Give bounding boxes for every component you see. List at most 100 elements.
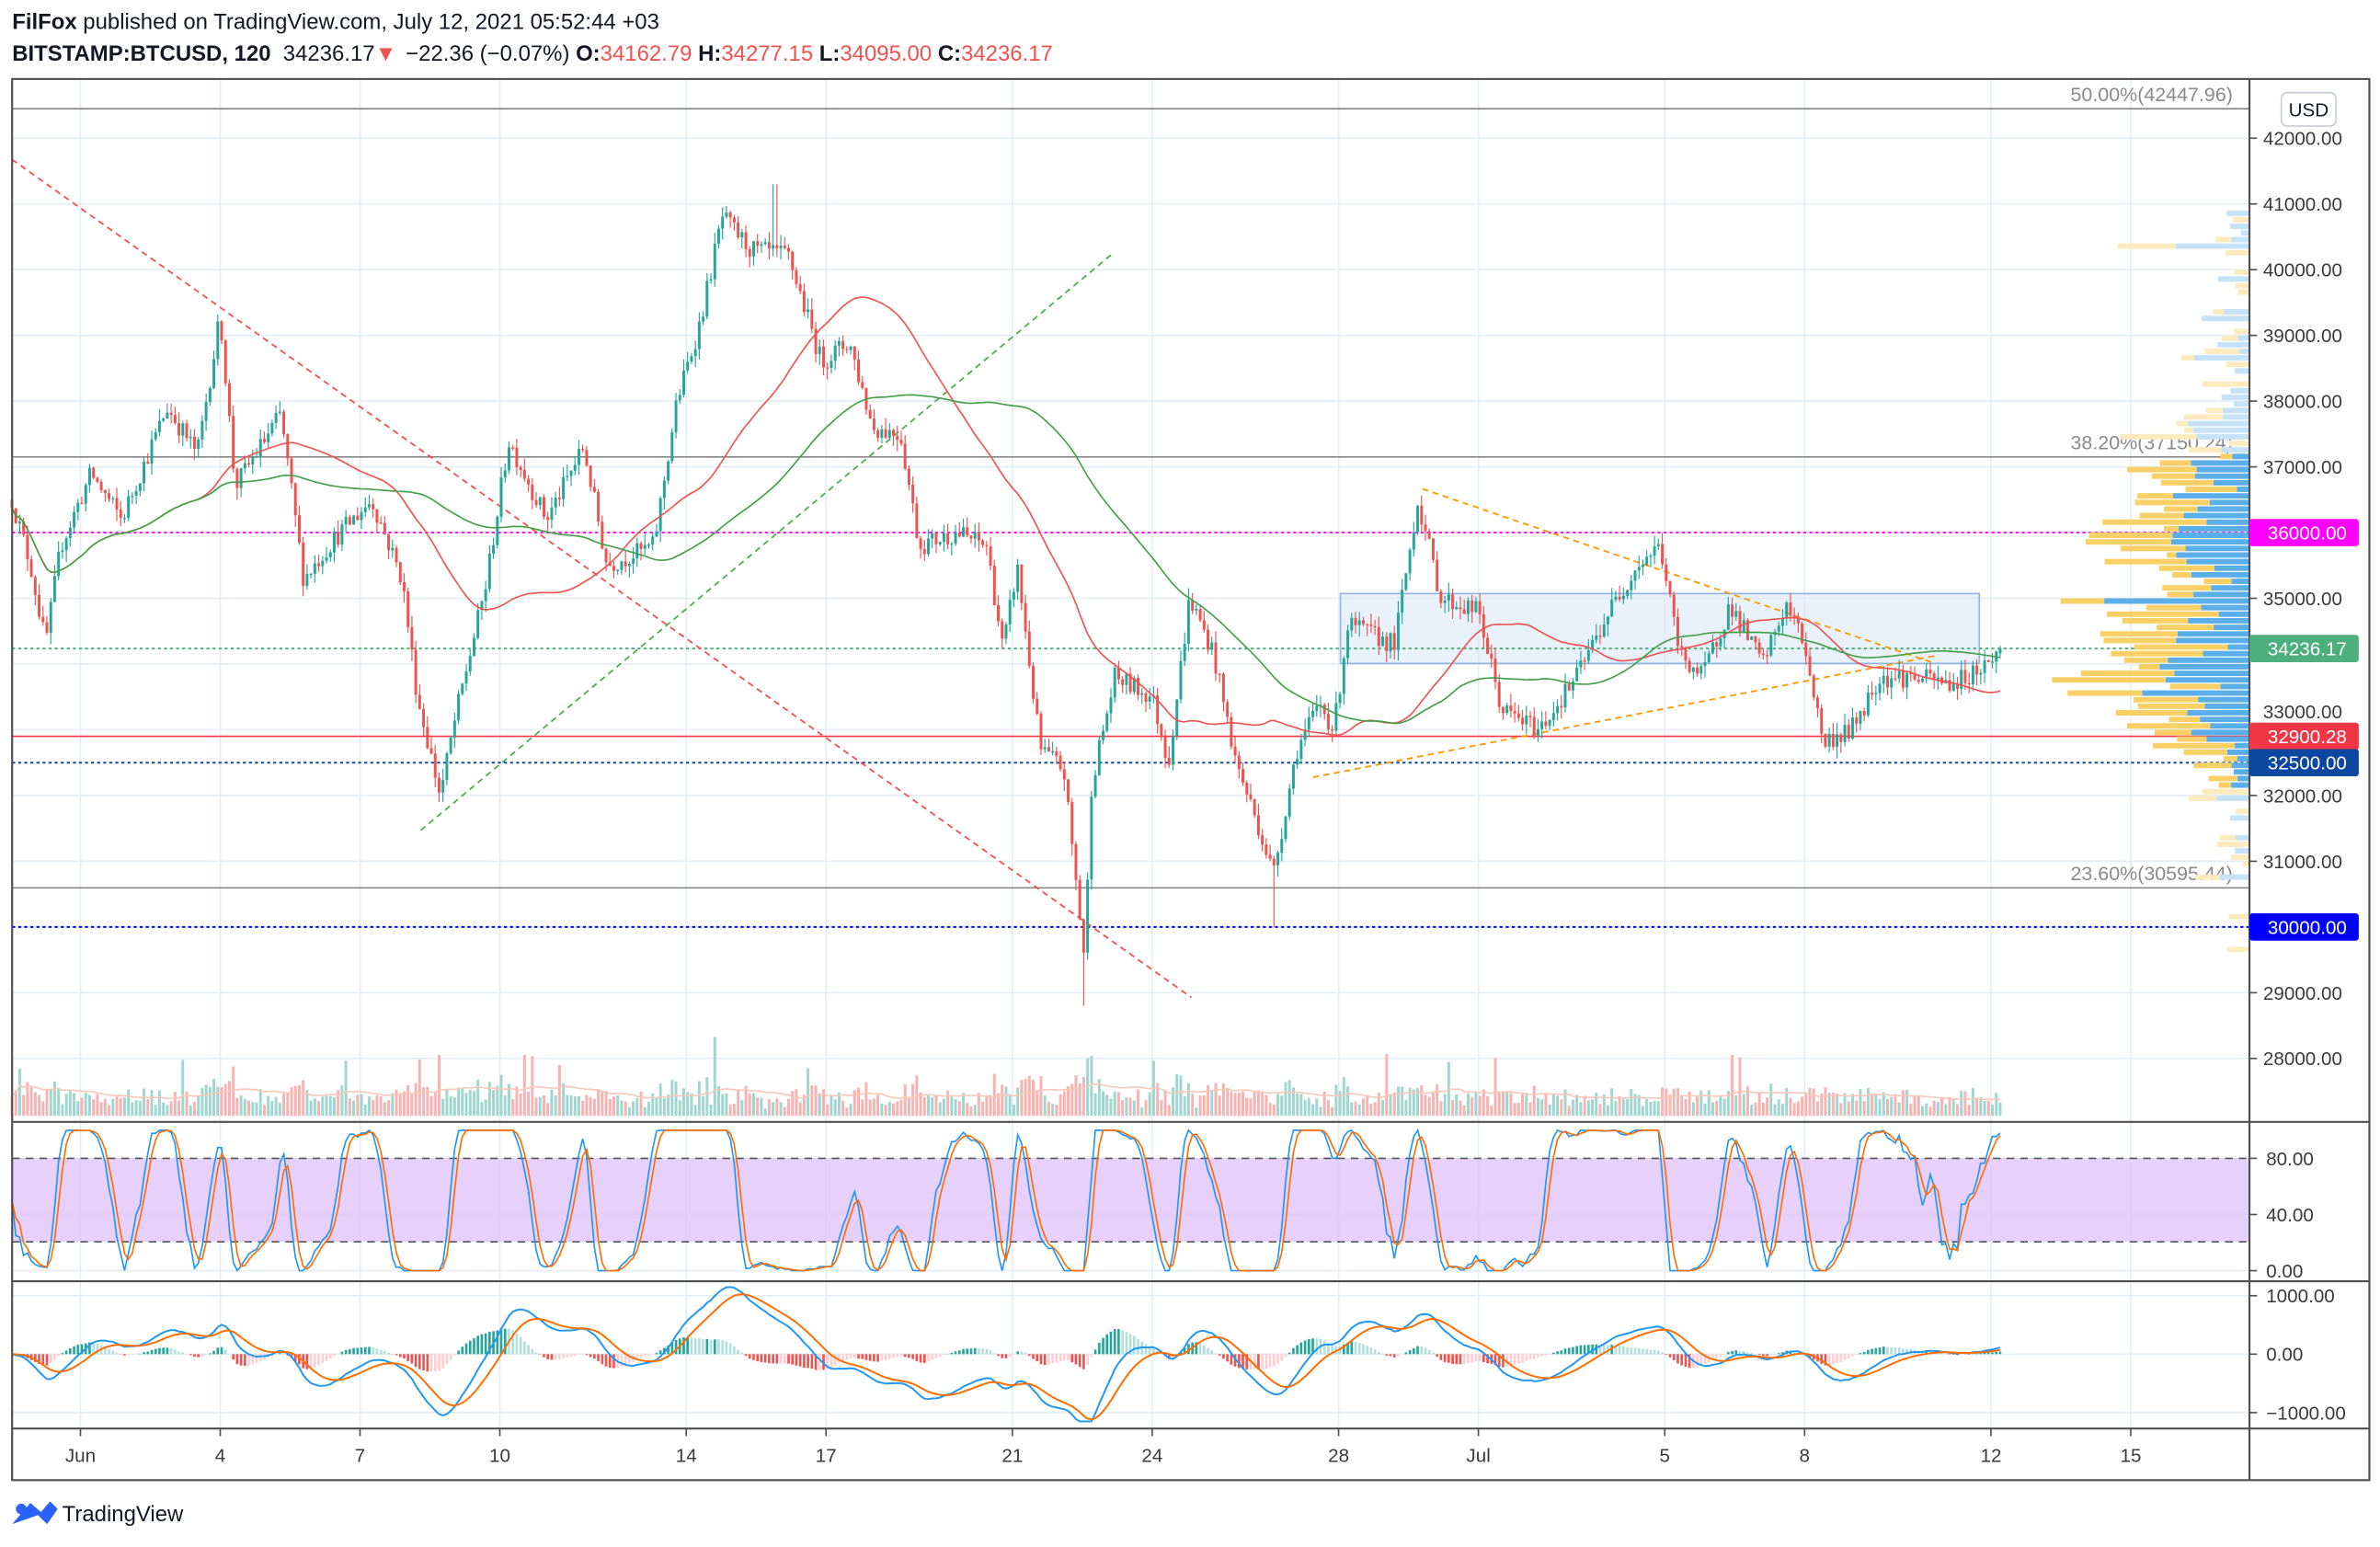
volume-bar	[798, 1102, 802, 1117]
volume-bar	[807, 1068, 810, 1117]
volume-bar	[278, 1103, 281, 1117]
macd-histogram-bar	[1668, 1354, 1672, 1358]
candle	[1287, 784, 1291, 820]
volume-bar	[1113, 1091, 1116, 1117]
range-box[interactable]	[1339, 592, 1981, 665]
candle	[1742, 613, 1745, 633]
candle-body	[52, 576, 56, 602]
macd-histogram-bar	[53, 1354, 56, 1360]
candle	[1556, 699, 1560, 721]
candle	[232, 405, 235, 474]
price-level-badge[interactable]: 32500.00	[2249, 749, 2359, 777]
macd-histogram-bar	[499, 1328, 503, 1355]
candle	[122, 514, 126, 523]
currency-button[interactable]: USD	[2280, 91, 2337, 127]
volume-bar	[542, 1095, 545, 1117]
candle-body	[1369, 625, 1373, 626]
macd-histogram-bar	[1373, 1349, 1377, 1355]
volume-bar	[204, 1084, 208, 1117]
candle-body	[1261, 835, 1264, 845]
volume-profile-down	[2104, 558, 2187, 565]
candle	[1226, 699, 1230, 724]
volume-bar	[1024, 1078, 1027, 1117]
macd-histogram-bar	[328, 1354, 332, 1359]
macd-histogram-bar	[589, 1354, 592, 1358]
macd-histogram-bar	[841, 1354, 844, 1361]
candle-body	[1334, 703, 1338, 731]
candle	[1125, 673, 1128, 694]
volume-bar	[1350, 1102, 1354, 1117]
volume-bar	[472, 1091, 475, 1117]
macd-histogram-bar	[181, 1352, 185, 1355]
macd-tick-label: 0.00	[2266, 1345, 2303, 1366]
candle-body	[927, 538, 930, 555]
macd-histogram-bar	[783, 1354, 786, 1364]
candle	[841, 335, 845, 356]
volume-bar	[732, 1104, 736, 1117]
price-level-badge[interactable]: 34236.17	[2249, 635, 2359, 662]
tradingview-logo[interactable]: TradingView	[12, 1501, 184, 1527]
stoch-band-fill	[12, 1158, 2250, 1243]
macd-histogram-bar	[143, 1352, 145, 1355]
price-level-badge[interactable]: 32900.28	[2249, 722, 2359, 751]
candle	[1299, 734, 1303, 764]
macd-histogram-bar	[1762, 1354, 1765, 1357]
candle-body	[1291, 764, 1295, 789]
candle	[1144, 691, 1148, 713]
macd-histogram-bar	[1832, 1354, 1835, 1365]
down-arrow-icon: ▼	[375, 41, 397, 66]
volume-bar	[220, 1087, 223, 1117]
candle-body	[1058, 755, 1062, 770]
volume-bar	[1497, 1091, 1501, 1117]
candle-body	[313, 563, 316, 574]
volume-bar	[1342, 1077, 1345, 1117]
candle	[507, 441, 510, 475]
candle-body	[1886, 675, 1889, 688]
candle	[1027, 620, 1031, 669]
macd-histogram-bar	[1742, 1351, 1745, 1355]
candle-body	[1466, 600, 1470, 614]
candle-body	[981, 540, 985, 545]
price-level-badge[interactable]: 36000.00	[2249, 519, 2359, 546]
macd-histogram-bar	[1731, 1351, 1734, 1355]
candle	[52, 565, 56, 603]
candle-body	[305, 574, 309, 586]
candle	[922, 539, 926, 561]
candle	[433, 744, 437, 787]
volume-bar	[1901, 1090, 1905, 1117]
volume-profile-down	[2169, 683, 2221, 690]
macd-histogram-bar	[433, 1354, 437, 1371]
candle-body	[833, 345, 837, 361]
macd-histogram-bar	[903, 1354, 907, 1358]
macd-histogram-bar	[698, 1338, 701, 1355]
volume-profile-up	[2221, 394, 2250, 400]
candle	[1249, 784, 1253, 802]
macd-histogram-bar	[705, 1338, 709, 1355]
volume-bar	[627, 1106, 631, 1117]
candle-body	[426, 727, 429, 749]
volume-bar	[61, 1104, 64, 1117]
macd-histogram-bar	[1750, 1353, 1754, 1355]
candle-body	[931, 533, 934, 539]
macd-histogram-bar	[884, 1354, 887, 1360]
volume-bar	[884, 1105, 887, 1117]
volume-bar	[756, 1097, 760, 1117]
candle	[566, 464, 569, 482]
volume-bar	[293, 1085, 297, 1117]
price-level-badge[interactable]: 30000.00	[2249, 913, 2359, 941]
macd-histogram-bar	[1633, 1347, 1637, 1355]
candle	[166, 403, 169, 419]
macd-histogram-bar	[1137, 1338, 1139, 1355]
candle-body	[1777, 625, 1780, 632]
candle	[383, 516, 386, 535]
candle	[818, 339, 821, 365]
volume-bar	[1827, 1093, 1831, 1117]
volume-bar	[1742, 1094, 1745, 1117]
candle-body	[1998, 648, 2002, 654]
macd-histogram-bar	[96, 1344, 99, 1355]
candle-body	[857, 359, 860, 383]
volume-profile-down	[2115, 710, 2188, 716]
candle-body	[538, 497, 542, 506]
candle-body	[1443, 601, 1447, 603]
